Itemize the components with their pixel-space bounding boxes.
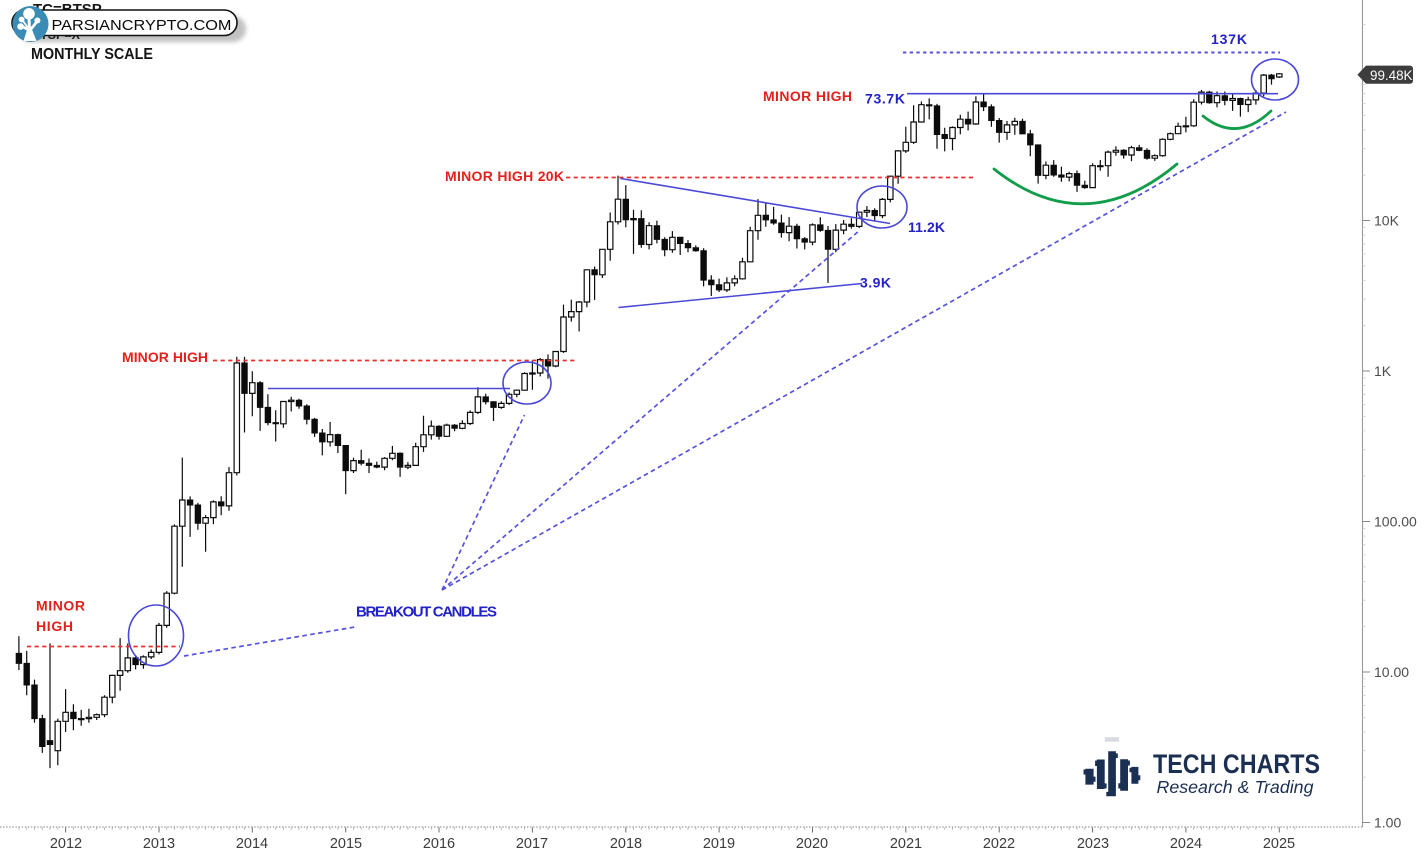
svg-text:100.00: 100.00 [1374, 514, 1417, 530]
svg-text:PARSIANCRYPTO.COM: PARSIANCRYPTO.COM [52, 17, 232, 34]
svg-text:2012: 2012 [50, 836, 82, 848]
svg-text:10K: 10K [1374, 213, 1400, 229]
svg-text:11.2K: 11.2K [908, 219, 945, 235]
svg-text:1K: 1K [1374, 363, 1392, 379]
svg-text:2021: 2021 [890, 836, 922, 848]
svg-text:2015: 2015 [330, 836, 362, 848]
svg-text:MINOR HIGH 20K: MINOR HIGH 20K [445, 168, 564, 184]
svg-text:2013: 2013 [143, 836, 175, 848]
svg-text:2016: 2016 [423, 836, 455, 848]
svg-text:2025: 2025 [1263, 836, 1295, 848]
svg-text:2024: 2024 [1170, 836, 1202, 848]
svg-text:2018: 2018 [610, 836, 642, 848]
svg-text:2019: 2019 [703, 836, 735, 848]
svg-text:MONTHLY SCALE: MONTHLY SCALE [31, 46, 153, 63]
svg-text:TECH CHARTS: TECH CHARTS [1153, 749, 1320, 779]
svg-text:3.9K: 3.9K [860, 275, 891, 291]
svg-text:1.00: 1.00 [1374, 815, 1401, 831]
svg-text:73.7K: 73.7K [865, 91, 905, 107]
svg-text:MINOR HIGH: MINOR HIGH [763, 88, 852, 104]
svg-text:MINOR: MINOR [36, 598, 85, 614]
svg-text:2020: 2020 [796, 836, 828, 848]
svg-text:99.48K: 99.48K [1370, 68, 1413, 83]
svg-text:HIGH: HIGH [36, 618, 73, 634]
svg-text:Research & Trading: Research & Trading [1157, 777, 1314, 797]
svg-text:2022: 2022 [983, 836, 1015, 848]
svg-text:MINOR HIGH: MINOR HIGH [122, 349, 208, 365]
svg-text:10.00: 10.00 [1374, 664, 1409, 680]
svg-text:2014: 2014 [236, 836, 268, 848]
svg-text:137K: 137K [1211, 31, 1247, 47]
svg-text:BREAKOUT CANDLES: BREAKOUT CANDLES [356, 604, 497, 621]
svg-text:2017: 2017 [516, 836, 548, 848]
svg-text:2023: 2023 [1077, 836, 1109, 848]
